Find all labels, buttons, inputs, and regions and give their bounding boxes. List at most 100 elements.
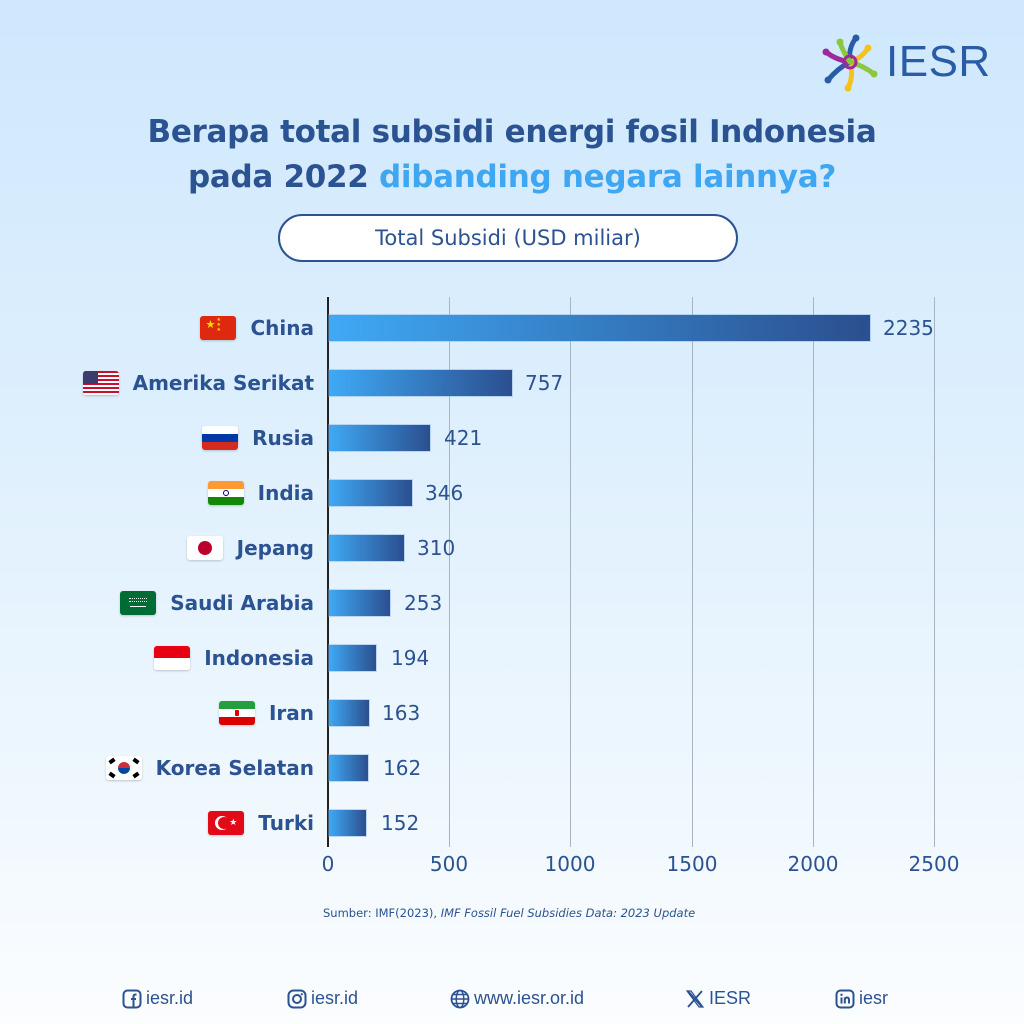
x-handle: IESR [709, 988, 752, 1008]
x-tick: 2500 [908, 852, 960, 876]
category-name: Rusia [252, 426, 314, 450]
chart-row-china: ★ ★ ★ ★ China 2235 [0, 315, 1024, 341]
x-tick: 500 [429, 852, 469, 876]
website-url: www.iesr.or.id [474, 988, 585, 1008]
bar [329, 645, 376, 671]
gridline-1500 [692, 297, 693, 847]
x-tick: 2000 [787, 852, 839, 876]
value-label: 310 [417, 536, 456, 560]
bar [329, 810, 366, 836]
page-title: Berapa total subsidi energi fosil Indone… [0, 110, 1024, 200]
category-name: Turki [258, 811, 314, 835]
value-label: 757 [525, 371, 564, 395]
chart-row-rusia: Rusia 421 [0, 425, 1024, 451]
category-label: ★ ★ ★ ★ China [200, 313, 314, 343]
series-label-pill: Total Subsidi (USD miliar) [278, 214, 738, 262]
chart-row-jepang: Jepang 310 [0, 535, 1024, 561]
source-note: Sumber: IMF(2023), IMF Fossil Fuel Subsi… [323, 906, 695, 920]
china-flag-icon: ★ ★ ★ ★ [200, 316, 237, 340]
category-name: Iran [268, 701, 314, 725]
category-name: Korea Selatan [155, 756, 314, 780]
x-icon [685, 989, 705, 1008]
value-label: 2235 [883, 316, 934, 340]
chart-row-turki: ★ Turki 152 [0, 810, 1024, 836]
iran-flag-icon [218, 701, 255, 725]
title-line-2-main: pada 2022 [187, 159, 380, 195]
saudi-arabia-flag-icon [120, 591, 157, 615]
usa-flag-icon [82, 371, 119, 395]
linkedin-icon [835, 989, 855, 1008]
value-label: 152 [381, 811, 420, 835]
chart-row-korea-selatan: Korea Selatan 162 [0, 755, 1024, 781]
category-name: Jepang [236, 536, 314, 560]
title-line-2-accent: dibanding negara lainnya? [379, 159, 837, 195]
gridline-1000 [570, 297, 571, 847]
website-link[interactable]: www.iesr.or.id [450, 988, 584, 1009]
south-korea-flag-icon [105, 756, 142, 780]
gridline-2000 [813, 297, 814, 847]
gridline-2500 [934, 297, 935, 847]
value-label: 163 [382, 701, 421, 725]
value-label: 194 [391, 646, 430, 670]
x-tick: 0 [321, 852, 335, 876]
instagram-icon [287, 989, 307, 1008]
chart-row-iran: Iran 163 [0, 700, 1024, 726]
category-label: ★ Turki [208, 808, 314, 838]
bar [329, 370, 512, 396]
y-axis-line [327, 297, 329, 847]
globe-icon [450, 989, 470, 1008]
category-label: Iran [218, 698, 314, 728]
instagram-link[interactable]: iesr.id [287, 988, 358, 1009]
russia-flag-icon [202, 426, 239, 450]
india-flag-icon [207, 481, 244, 505]
footer-social-links: iesr.id iesr.id www.iesr.or.id IESR iesr [0, 988, 1024, 1012]
iesr-logo: IESR [818, 30, 991, 94]
category-label: Korea Selatan [105, 753, 314, 783]
title-line-2: pada 2022 dibanding negara lainnya? [0, 155, 1024, 200]
category-name: India [257, 481, 314, 505]
facebook-link[interactable]: iesr.id [122, 988, 193, 1009]
category-name: Saudi Arabia [170, 591, 314, 615]
title-line-1: Berapa total subsidi energi fosil Indone… [147, 114, 877, 150]
bar [329, 700, 369, 726]
facebook-icon [122, 989, 142, 1008]
facebook-handle: iesr.id [146, 988, 194, 1008]
category-label: Amerika Serikat [82, 368, 314, 398]
bar [329, 535, 404, 561]
category-name: Indonesia [204, 646, 314, 670]
category-label: Jepang [186, 533, 314, 563]
linkedin-link[interactable]: iesr [835, 988, 888, 1009]
gridline-500 [449, 297, 450, 847]
x-tick: 1000 [544, 852, 596, 876]
value-label: 253 [404, 591, 443, 615]
value-label: 162 [383, 756, 422, 780]
category-label: Indonesia [154, 643, 314, 673]
chart-row-india: India 346 [0, 480, 1024, 506]
source-title: IMF Fossil Fuel Subsidies Data: 2023 Upd… [440, 906, 696, 920]
chart-row-saudi-arabia: Saudi Arabia 253 [0, 590, 1024, 616]
linkedin-handle: iesr [859, 988, 889, 1008]
bar [329, 755, 368, 781]
bar [329, 315, 870, 341]
bar [329, 480, 412, 506]
brand-name: IESR [886, 37, 991, 86]
turkey-flag-icon: ★ [208, 811, 245, 835]
category-name: Amerika Serikat [132, 371, 314, 395]
x-tick: 1500 [666, 852, 718, 876]
category-label: Rusia [202, 423, 314, 453]
instagram-handle: iesr.id [311, 988, 359, 1008]
x-twitter-link[interactable]: IESR [685, 988, 751, 1009]
bar [329, 425, 430, 451]
value-label: 346 [425, 481, 464, 505]
category-label: Saudi Arabia [120, 588, 314, 618]
iesr-swirl-icon [822, 34, 878, 92]
source-prefix: Sumber: IMF(2023), [323, 906, 441, 920]
category-name: China [250, 316, 314, 340]
category-label: India [207, 478, 314, 508]
chart-row-amerika-serikat: Amerika Serikat 757 [0, 370, 1024, 396]
value-label: 421 [444, 426, 483, 450]
japan-flag-icon [186, 536, 223, 560]
bar [329, 590, 390, 616]
chart-row-indonesia: Indonesia 194 [0, 645, 1024, 671]
